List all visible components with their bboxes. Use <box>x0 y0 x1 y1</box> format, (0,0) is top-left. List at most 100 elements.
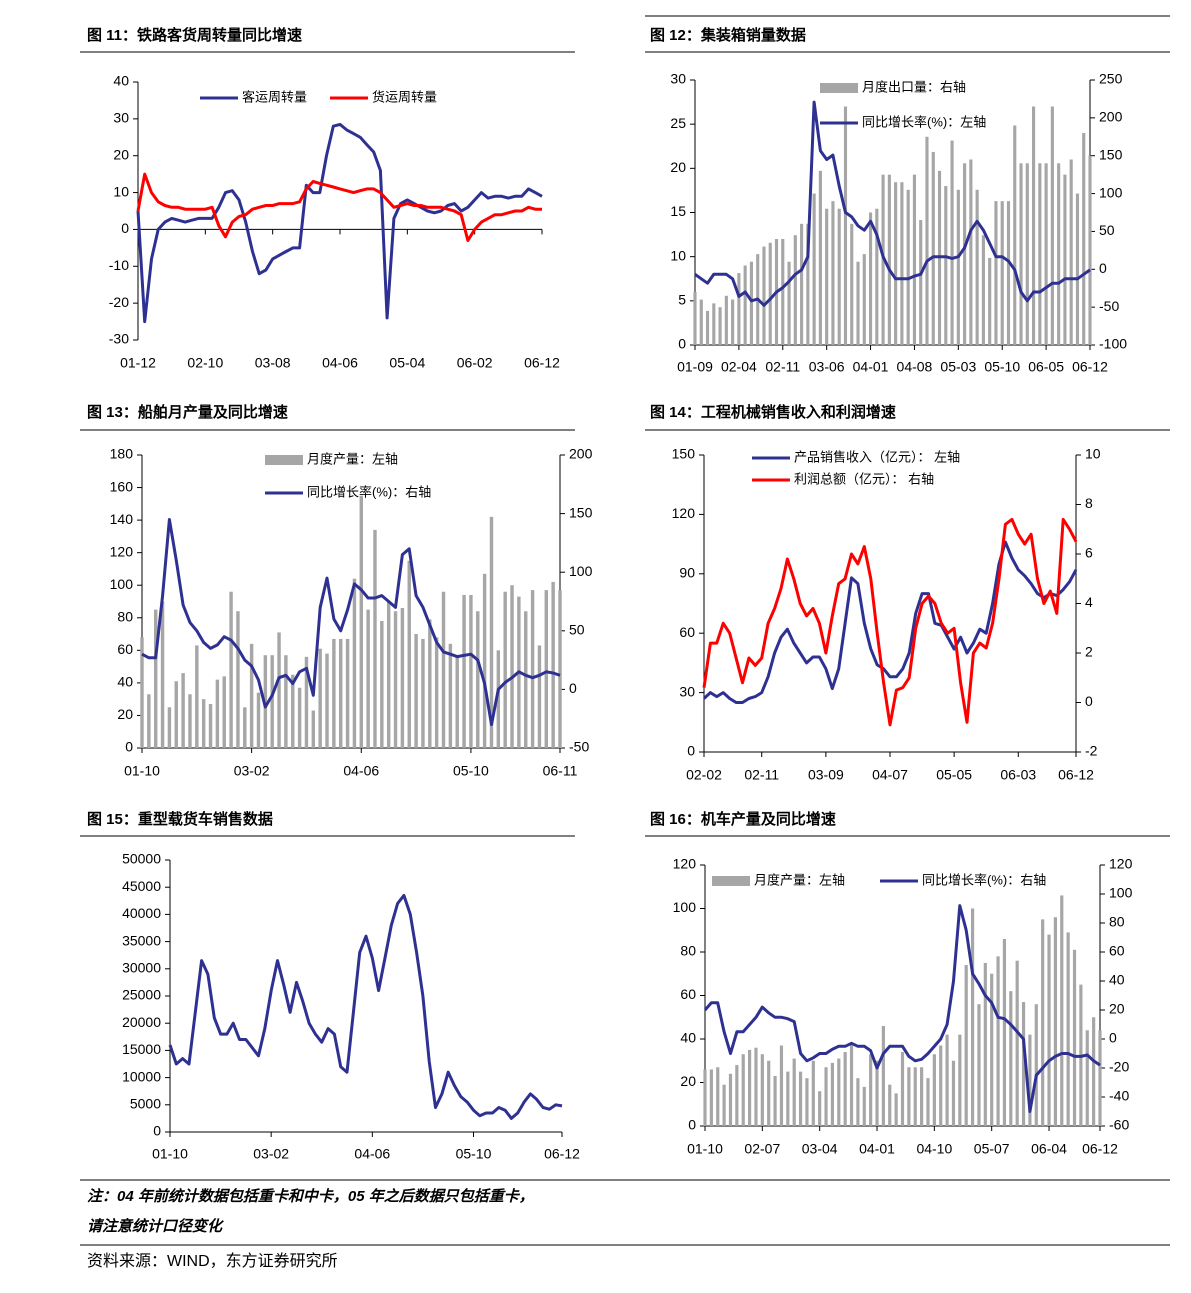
y-tick-label: 20 <box>117 706 133 722</box>
x-tick-label: 06-12 <box>1072 359 1108 375</box>
bar <box>981 235 985 345</box>
bar <box>887 174 891 345</box>
x-tick-label: 05-10 <box>984 359 1020 375</box>
y-tick-label: 60 <box>117 641 133 657</box>
bar <box>140 637 144 748</box>
bar <box>352 578 357 748</box>
y-tick-label: 20 <box>670 159 686 175</box>
bar <box>1013 125 1017 345</box>
bar <box>1066 932 1070 1126</box>
y2-tick-label: -50 <box>1099 298 1119 314</box>
bar <box>850 223 854 345</box>
bar <box>722 1084 726 1126</box>
y2-tick-label: -40 <box>1109 1088 1129 1104</box>
x-tick-label: 02-11 <box>744 767 779 783</box>
x-tick-label: 03-08 <box>255 355 291 371</box>
bar <box>958 1034 962 1126</box>
y-tick-label: 25 <box>670 115 686 131</box>
bar <box>716 1067 720 1126</box>
x-tick-label: 01-12 <box>120 355 156 371</box>
bar <box>1041 919 1045 1126</box>
y2-tick-label: 200 <box>569 446 593 462</box>
x-tick-label: 03-09 <box>808 767 844 783</box>
y-tick-label: -10 <box>109 257 129 273</box>
bar <box>900 1052 905 1126</box>
bar <box>741 1054 745 1126</box>
y-tick-label: 10 <box>113 183 129 199</box>
bar <box>996 956 1000 1126</box>
bar <box>786 1071 790 1126</box>
bar <box>705 310 710 345</box>
bar <box>1069 159 1073 345</box>
y2-tick-label: 0 <box>569 680 577 696</box>
bar <box>188 694 192 748</box>
x-tick-label: 06-05 <box>1028 359 1064 375</box>
bar <box>400 608 405 748</box>
bar <box>325 653 329 748</box>
y-tick-label: 30 <box>113 110 129 126</box>
bar <box>1053 917 1057 1126</box>
bar <box>950 140 954 345</box>
source: 资料来源：WIND，东方证券研究所 <box>87 1252 338 1270</box>
bar <box>906 189 910 345</box>
x-tick-label: 01-10 <box>687 1141 723 1157</box>
bar <box>160 601 165 748</box>
bar <box>195 645 199 748</box>
y2-tick-label: 0 <box>1099 260 1107 276</box>
line-series <box>694 100 1091 307</box>
bar <box>448 643 453 748</box>
x-tick-label: 01-09 <box>677 359 713 375</box>
y2-tick-label: -2 <box>1085 743 1098 759</box>
y2-tick-label: 10 <box>1085 446 1101 462</box>
y2-tick-label: 150 <box>1099 146 1123 162</box>
x-tick-label: 03-04 <box>802 1141 838 1157</box>
legend-swatch <box>712 876 750 886</box>
x-tick-label: 04-06 <box>322 355 358 371</box>
y2-tick-label: 80 <box>1109 914 1125 930</box>
x-tick-label: 05-04 <box>389 355 425 371</box>
x-tick-label: 06-12 <box>1082 1141 1118 1157</box>
bar <box>551 581 555 748</box>
y-tick-label: 15000 <box>122 1041 161 1057</box>
bar <box>373 529 377 748</box>
x-tick-label: 02-11 <box>765 359 800 375</box>
bar <box>849 1043 854 1126</box>
legend-label: 同比增长率(%)：右轴 <box>307 484 431 499</box>
bar <box>743 265 747 345</box>
bar <box>291 674 295 748</box>
legend-label: 月度产量：左轴 <box>754 872 845 887</box>
bar <box>153 609 158 748</box>
legend-label: 同比增长率(%)：右轴 <box>922 872 1046 887</box>
bar <box>990 973 994 1126</box>
x-tick-label: 01-10 <box>124 763 160 779</box>
bar <box>703 1069 707 1126</box>
bar <box>345 638 350 748</box>
bar <box>1028 1034 1032 1126</box>
x-tick-label: 06-04 <box>1031 1141 1067 1157</box>
bar <box>900 182 904 345</box>
bar <box>229 591 233 748</box>
bar <box>779 1045 784 1126</box>
y2-tick-label: 60 <box>1109 943 1125 959</box>
bar <box>912 174 917 345</box>
figure-title: 图 15：重型载货车销售数据 <box>87 810 273 828</box>
bar <box>800 223 804 345</box>
bar <box>875 208 879 345</box>
figure-title: 图 13：船舶月产量及同比增速 <box>87 403 288 421</box>
bar <box>174 681 178 748</box>
bar <box>270 655 274 748</box>
y-tick-label: 5 <box>678 292 686 308</box>
bar <box>988 257 992 345</box>
bar <box>469 594 473 748</box>
x-tick-label: 06-02 <box>457 355 493 371</box>
bar <box>731 299 735 345</box>
bar <box>1047 934 1051 1126</box>
y-tick-label: 0 <box>121 220 129 236</box>
x-tick-label: 06-12 <box>1058 767 1094 783</box>
bar <box>524 611 528 748</box>
line-series <box>703 904 1101 1113</box>
bar <box>945 1034 949 1126</box>
y-tick-label: 0 <box>678 336 686 352</box>
bar <box>792 1058 796 1126</box>
